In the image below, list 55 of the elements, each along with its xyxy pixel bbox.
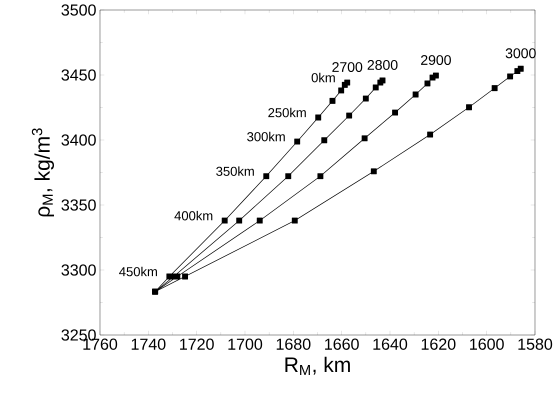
y-tick-label: 3300 [61,264,96,276]
point [263,173,270,180]
series-label: 3000 [506,48,536,58]
x-axis-title: R$_{M}$, km [285,356,350,376]
annotation: 0km [312,72,335,82]
series-label: 2800 [368,60,398,70]
series-label: 2900 [421,55,451,65]
point [182,274,188,280]
point [466,104,472,110]
point [338,88,344,94]
point [330,98,336,104]
x-tick-label: 1720 [180,338,214,350]
x-tick-label: 1660 [325,338,359,350]
point [392,110,398,116]
point [317,173,324,180]
annotation: 400km [174,210,212,220]
x-tick-label: 1740 [132,338,166,350]
point [362,135,368,142]
point [346,112,352,119]
point [362,96,369,102]
y-axis-title: ρ$_{M}$, kg/m$^{3}$ [32,128,54,216]
point [294,138,300,145]
x-tick-label: 1580 [518,338,552,350]
point [315,114,322,120]
x-tick-label: 1680 [276,338,310,350]
point [370,168,377,174]
y-tick-label: 3350 [61,199,96,211]
annotation: 250km [268,108,306,118]
point [412,92,419,98]
point [492,85,498,92]
point [292,218,298,224]
series-label: 2700 [332,62,362,72]
y-tick-label: 3400 [61,134,96,146]
y-tick-label: 3500 [61,4,96,16]
point [432,72,439,78]
annotation: 350km [216,166,254,176]
point [236,218,242,224]
point [380,78,386,84]
y-tick-label: 3450 [61,69,96,81]
x-tick-label: 1600 [470,338,504,350]
point [285,173,292,180]
y-tick-label: 3250 [61,329,96,341]
x-tick-label: 1760 [83,338,118,350]
point [507,73,514,80]
annotation: 300km [247,132,285,142]
point [424,80,430,86]
x-tick-label: 1700 [228,338,262,350]
point [344,80,350,86]
x-tick-label: 1620 [422,338,456,350]
annotation: 450km [119,266,157,276]
point [427,132,434,138]
point [372,84,379,90]
point [222,218,228,224]
x-tick-label: 1640 [373,338,408,350]
point [256,218,263,224]
